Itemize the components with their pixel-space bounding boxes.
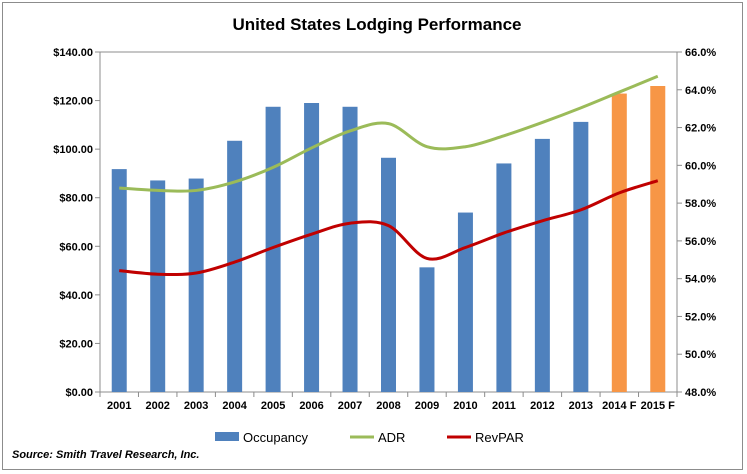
occupancy-bar bbox=[342, 106, 358, 393]
right-axis-tick-label: 58.0% bbox=[685, 198, 716, 210]
left-axis-tick-label: $20.00 bbox=[59, 338, 93, 350]
left-axis-tick-label: $60.00 bbox=[59, 241, 93, 253]
x-axis-tick-label: 2008 bbox=[376, 400, 400, 412]
left-axis-tick-label: $100.00 bbox=[53, 144, 93, 156]
chart-title: United States Lodging Performance bbox=[232, 15, 521, 34]
x-axis-tick-label: 2001 bbox=[107, 400, 131, 412]
occupancy-bar bbox=[304, 103, 320, 392]
right-axis-tick-label: 54.0% bbox=[685, 274, 716, 286]
occupancy-bar bbox=[150, 180, 166, 392]
right-axis-tick-label: 48.0% bbox=[685, 387, 716, 399]
x-axis-tick-label: 2009 bbox=[415, 400, 439, 412]
right-axis-tick-label: 66.0% bbox=[685, 47, 716, 59]
occupancy-bar bbox=[573, 121, 589, 392]
left-axis-tick-label: $80.00 bbox=[59, 193, 93, 205]
legend-swatch-occupancy bbox=[215, 432, 239, 441]
occupancy-bar bbox=[188, 178, 204, 392]
occupancy-bar bbox=[111, 169, 127, 392]
occupancy-bar bbox=[265, 106, 281, 393]
occupancy-bar bbox=[534, 138, 550, 392]
x-axis-tick-label: 2003 bbox=[184, 400, 208, 412]
x-axis-tick-label: 2013 bbox=[569, 400, 593, 412]
x-axis-tick-label: 2002 bbox=[145, 400, 169, 412]
right-axis-tick-label: 50.0% bbox=[685, 349, 716, 361]
legend-label-adr: ADR bbox=[378, 430, 405, 445]
x-axis-tick-label: 2011 bbox=[492, 400, 516, 412]
occupancy-bar bbox=[611, 93, 627, 393]
right-axis-tick-label: 60.0% bbox=[685, 160, 716, 172]
x-axis-tick-label: 2015 F bbox=[641, 400, 676, 412]
occupancy-bar bbox=[496, 163, 512, 392]
plot-area: $0.00 $20.00 $40.00 $60.00 $80.00 $100.00 $120… bbox=[53, 47, 716, 412]
occupancy-bar bbox=[227, 140, 243, 392]
left-axis-tick-label: $140.00 bbox=[53, 47, 93, 59]
occupancy-bar bbox=[419, 267, 435, 392]
right-axis-tick-label: 56.0% bbox=[685, 236, 716, 248]
x-axis-tick-label: 2014 F bbox=[602, 400, 637, 412]
x-axis-tick-label: 2006 bbox=[299, 400, 323, 412]
right-axis-tick-label: 64.0% bbox=[685, 85, 716, 97]
x-axis-tick-label: 2004 bbox=[222, 400, 247, 412]
source-note: Source: Smith Travel Research, Inc. bbox=[12, 449, 199, 461]
occupancy-bar bbox=[381, 157, 396, 392]
legend: Occupancy ADR RevPAR bbox=[215, 430, 524, 445]
left-axis-tick-label: $40.00 bbox=[59, 290, 93, 302]
right-axis-tick-label: 62.0% bbox=[685, 123, 716, 135]
occupancy-bar bbox=[457, 212, 473, 392]
x-axis-tick-label: 2007 bbox=[338, 400, 362, 412]
left-axis-tick-label: $120.00 bbox=[53, 96, 93, 108]
x-axis-tick-label: 2010 bbox=[453, 400, 477, 412]
left-axis-tick-label: $0.00 bbox=[65, 387, 93, 399]
x-axis-tick-label: 2012 bbox=[530, 400, 554, 412]
legend-label-revpar: RevPAR bbox=[475, 430, 524, 445]
legend-label-occupancy: Occupancy bbox=[243, 430, 309, 445]
x-axis-tick-label: 2005 bbox=[261, 400, 285, 412]
right-axis-tick-label: 52.0% bbox=[685, 311, 716, 323]
occupancy-bar bbox=[650, 86, 666, 392]
